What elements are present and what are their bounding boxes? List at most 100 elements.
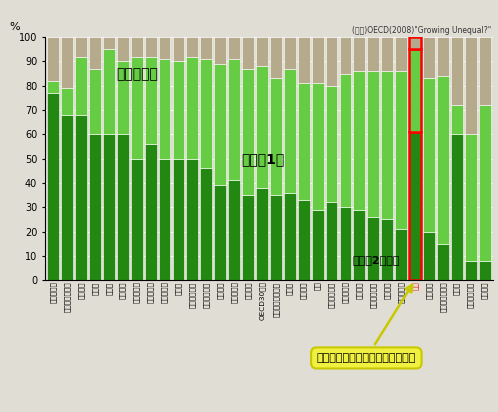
- Bar: [451, 105, 463, 134]
- Bar: [409, 37, 421, 49]
- Bar: [172, 37, 184, 61]
- Bar: [242, 37, 254, 69]
- Bar: [409, 49, 421, 132]
- Bar: [200, 37, 212, 59]
- Bar: [284, 193, 296, 280]
- Bar: [172, 61, 184, 159]
- Bar: [117, 61, 128, 134]
- Bar: [47, 37, 59, 81]
- Bar: [381, 37, 393, 71]
- Bar: [423, 37, 435, 78]
- Bar: [312, 83, 324, 210]
- Bar: [437, 76, 449, 244]
- Bar: [158, 37, 170, 59]
- Bar: [214, 185, 226, 280]
- Bar: [479, 105, 491, 261]
- Bar: [409, 132, 421, 280]
- Bar: [131, 37, 142, 56]
- Bar: [368, 37, 379, 71]
- Bar: [117, 134, 128, 280]
- Bar: [451, 134, 463, 280]
- Bar: [451, 37, 463, 105]
- Bar: [186, 37, 198, 56]
- Bar: [340, 73, 352, 207]
- Bar: [340, 207, 352, 280]
- Bar: [131, 159, 142, 280]
- Bar: [395, 229, 407, 280]
- Bar: [298, 200, 310, 280]
- Bar: [298, 83, 310, 200]
- Bar: [395, 37, 407, 71]
- Bar: [354, 37, 366, 71]
- Bar: [89, 69, 101, 134]
- Bar: [131, 56, 142, 159]
- Bar: [340, 37, 352, 73]
- Bar: [103, 49, 115, 134]
- Bar: [270, 78, 282, 195]
- Text: (出所)OECD(2008)"Growing Unequal?": (出所)OECD(2008)"Growing Unequal?": [352, 26, 491, 35]
- Bar: [368, 217, 379, 280]
- Bar: [214, 37, 226, 64]
- Bar: [298, 37, 310, 83]
- Bar: [145, 144, 156, 280]
- Bar: [395, 71, 407, 229]
- Bar: [89, 134, 101, 280]
- Bar: [354, 71, 366, 210]
- Text: 就業者1人: 就業者1人: [241, 152, 284, 166]
- Text: 就業者なし: 就業者なし: [116, 68, 158, 82]
- Bar: [465, 134, 477, 261]
- Bar: [75, 37, 87, 56]
- Bar: [200, 169, 212, 280]
- Bar: [256, 37, 268, 66]
- Bar: [326, 37, 338, 86]
- Bar: [479, 261, 491, 280]
- Bar: [465, 261, 477, 280]
- Bar: [228, 37, 240, 59]
- Bar: [186, 159, 198, 280]
- Bar: [326, 202, 338, 280]
- Bar: [75, 115, 87, 280]
- Bar: [354, 210, 366, 280]
- Bar: [117, 37, 128, 61]
- Bar: [479, 37, 491, 105]
- Bar: [242, 69, 254, 195]
- Bar: [103, 37, 115, 49]
- Text: 就業者2人以上: 就業者2人以上: [353, 255, 400, 265]
- Bar: [103, 134, 115, 280]
- Bar: [158, 59, 170, 159]
- Bar: [270, 37, 282, 78]
- Bar: [256, 188, 268, 280]
- Bar: [437, 244, 449, 280]
- Bar: [256, 66, 268, 188]
- Bar: [312, 210, 324, 280]
- Bar: [270, 195, 282, 280]
- Bar: [61, 88, 73, 115]
- Bar: [242, 195, 254, 280]
- Bar: [61, 115, 73, 280]
- Bar: [368, 71, 379, 217]
- Bar: [145, 37, 156, 56]
- Bar: [381, 71, 393, 220]
- Bar: [145, 56, 156, 144]
- Bar: [437, 37, 449, 76]
- Bar: [228, 59, 240, 180]
- Bar: [89, 37, 101, 69]
- Bar: [381, 220, 393, 280]
- Bar: [423, 232, 435, 280]
- Bar: [61, 37, 73, 88]
- Bar: [423, 78, 435, 232]
- Bar: [47, 81, 59, 93]
- Y-axis label: %: %: [9, 22, 20, 32]
- Bar: [158, 159, 170, 280]
- Bar: [465, 37, 477, 134]
- Bar: [172, 159, 184, 280]
- Bar: [228, 180, 240, 280]
- Bar: [284, 69, 296, 193]
- Text: 他先進国に比べ働く貧困層が多い: 他先進国に比べ働く貧困層が多い: [317, 285, 416, 363]
- Bar: [214, 64, 226, 185]
- Bar: [284, 37, 296, 69]
- Bar: [47, 93, 59, 280]
- Bar: [75, 56, 87, 115]
- Bar: [326, 86, 338, 202]
- Bar: [186, 56, 198, 159]
